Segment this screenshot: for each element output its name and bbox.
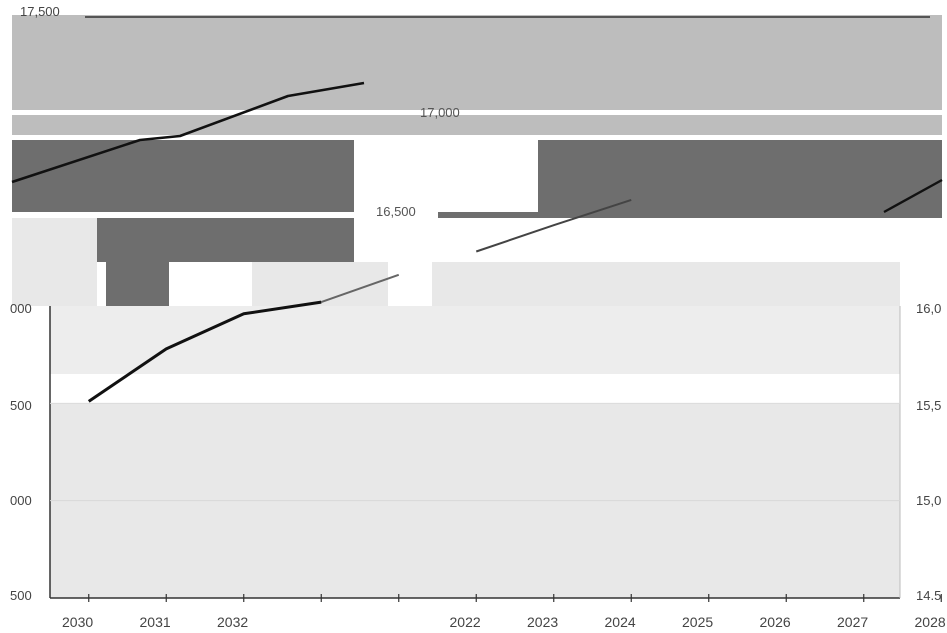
band-low-panel-2 (252, 262, 388, 306)
main-series-line-faded (320, 273, 400, 304)
x-tick-label: 2024 (605, 614, 636, 630)
band-thin-dark (438, 212, 942, 218)
main-series-line (87, 300, 322, 403)
x-tick-label: 2028 (915, 614, 946, 630)
x-tick-label: 2025 (682, 614, 713, 630)
y-left-tick-label: 500 (10, 588, 32, 603)
band-low-dark-2 (106, 262, 169, 306)
x-tick-label: 2026 (760, 614, 791, 630)
y-right-tick-label: 15,5 (916, 398, 941, 413)
background-tick-labels: 17,500 17,000 16,500 (20, 4, 460, 219)
band-top-light (12, 15, 942, 135)
band-mid-dark-right (538, 140, 942, 212)
band-mid-dark-left (12, 140, 354, 212)
plot-white-gap (50, 374, 900, 404)
band-white-strip (12, 110, 942, 115)
band-low-panel (12, 218, 97, 306)
background-series-line (11, 81, 365, 184)
main-series (87, 198, 632, 403)
x-tick-label: 2031 (140, 614, 171, 630)
y-right-tick-label: 15,0 (916, 493, 941, 508)
y-right-tick-label: 16,0 (916, 301, 941, 316)
y-left-tick-label: 500 (10, 398, 32, 413)
x-tick-labels: 2030 2031 2032 2022 2023 2024 2025 2026 2027 2028… (62, 614, 946, 630)
main-series-line-upper (475, 198, 632, 253)
y-right-tick-labels: 16,0 15,5 15,0 14.5 (916, 301, 941, 603)
band-low-panel-3 (432, 262, 900, 306)
band-low-dark (97, 218, 354, 262)
bg-tick-label-1: 17,000 (420, 105, 460, 120)
bg-tick-label-2: 16,500 (376, 204, 416, 219)
x-tick-label: 2023 (527, 614, 558, 630)
y-left-tick-label: 000 (10, 301, 32, 316)
y-left-tick-labels: 000 500 000 500 (10, 301, 32, 603)
right-segment-line (883, 178, 943, 214)
x-tick-label: 2030 (62, 614, 93, 630)
background-series (11, 81, 943, 214)
x-tick-label: 2032 (217, 614, 248, 630)
background-bands (12, 15, 942, 306)
x-tick-label: 2027 (837, 614, 868, 630)
x-axis-ticks (88, 594, 942, 602)
gridlines (50, 402, 900, 502)
plot-panel-highlight (50, 306, 900, 374)
y-right-tick-label: 14.5 (916, 588, 941, 603)
bg-tick-label-0: 17,500 (20, 4, 60, 19)
main-plot (49, 198, 942, 602)
x-tick-label: 2022 (450, 614, 481, 630)
y-left-tick-label: 000 (10, 493, 32, 508)
